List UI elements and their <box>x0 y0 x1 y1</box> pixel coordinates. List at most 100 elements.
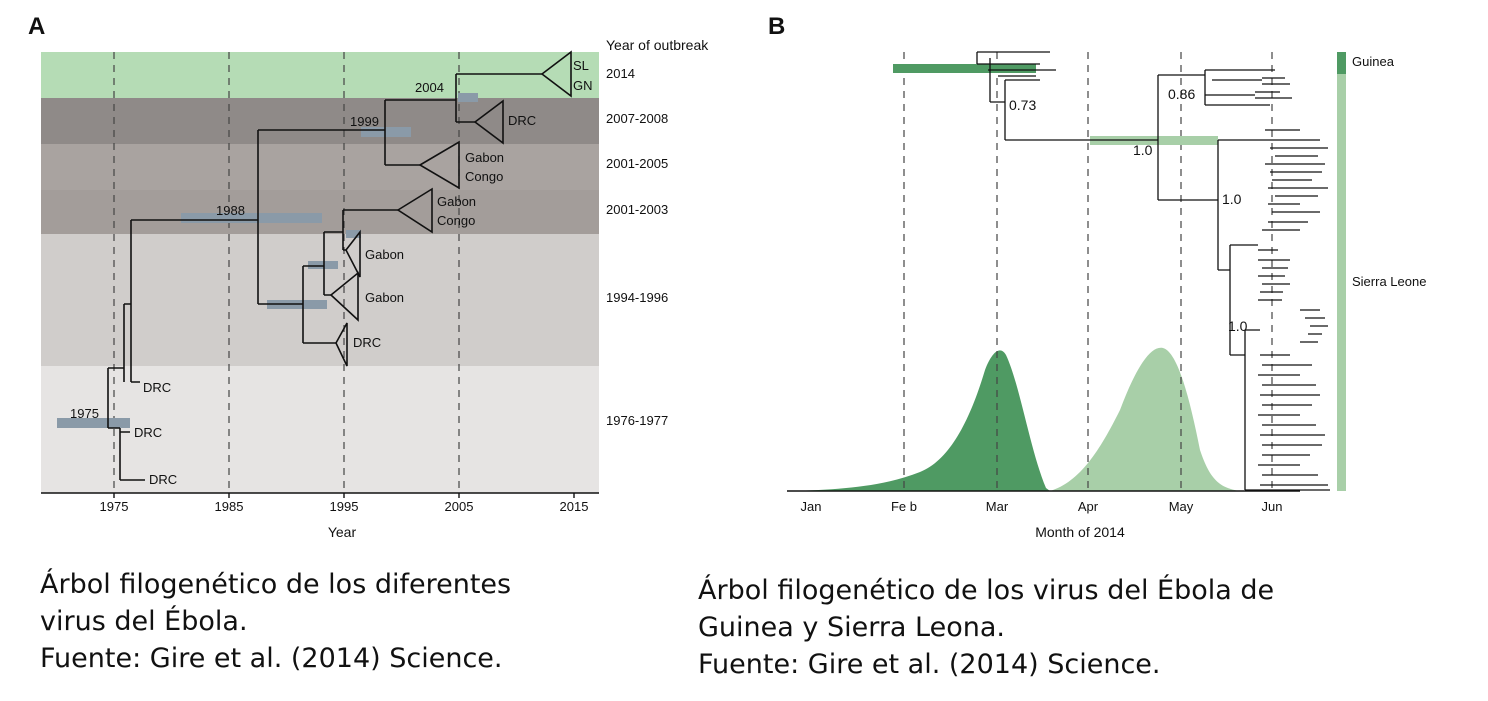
outbreak-year-5: 1994-1996 <box>606 290 668 305</box>
x-axis-label-b: Month of 2014 <box>1035 524 1125 540</box>
outbreak-year-6: 1976-1977 <box>606 413 668 428</box>
caption-a-line-2: virus del Ébola. <box>40 606 248 637</box>
clade-drc-2007 <box>473 99 504 145</box>
caption-a: Árbol filogenético de los diferentes vir… <box>40 566 511 677</box>
ci-bar-guinea <box>893 64 1036 73</box>
tree-gabon-1994-a <box>302 265 336 344</box>
ci-bar-1988 <box>181 213 322 223</box>
label-drc-1976b: DRC <box>134 425 162 440</box>
node-label-1988: 1988 <box>216 203 245 218</box>
outbreak-year-3: 2001-2005 <box>606 156 668 171</box>
guinea-epidemic-curve <box>787 350 1050 491</box>
label-sl: SL <box>573 58 589 73</box>
support-value-3: 1.0 <box>1133 142 1153 158</box>
caption-b-line-1: Árbol filogenético de los virus del Ébol… <box>698 575 1275 606</box>
tick-label-1985: 1985 <box>215 499 244 514</box>
node-label-2004: 2004 <box>415 80 444 95</box>
node-label-1999: 1999 <box>350 114 379 129</box>
ci-bar-1975 <box>57 418 130 428</box>
label-drc-1977: DRC <box>149 472 177 487</box>
tree-node-2004 <box>455 73 542 123</box>
label-gabon-2001a: Gabon <box>465 150 504 165</box>
support-value-4: 1.0 <box>1222 191 1242 207</box>
ci-bar-b <box>308 261 338 269</box>
tree-b-sl-bottom <box>1244 329 1275 491</box>
tick-label-mar: Mar <box>986 499 1009 514</box>
tree-b-tips <box>1245 69 1330 491</box>
tree-node-1999 <box>384 99 456 166</box>
band-2014 <box>41 52 599 98</box>
label-gn: GN <box>573 78 593 93</box>
label-drc-1976a: DRC <box>143 380 171 395</box>
clade-gabon-1994b <box>329 271 359 322</box>
outbreak-year-1: 2014 <box>606 66 635 81</box>
clade-2014 <box>540 50 572 98</box>
tree-b-guinea-clade <box>976 51 1056 103</box>
node-label-1975: 1975 <box>70 406 99 421</box>
ci-bar-1999 <box>361 127 411 137</box>
caption-a-line-1: Árbol filogenético de los diferentes <box>40 569 512 600</box>
support-value-1: 0.73 <box>1009 97 1036 113</box>
band-1976-1977 <box>41 366 599 493</box>
tree-drc-1976 <box>119 381 145 481</box>
tree-branches-1988 <box>257 129 385 305</box>
tick-label-jan: Jan <box>801 499 822 514</box>
x-axis-label-a: Year <box>328 524 357 540</box>
clade-gabon-congo-2001b <box>396 187 433 234</box>
sierra-leone-epidemic-curve <box>1050 347 1240 491</box>
label-gabon-1994b: Gabon <box>365 290 404 305</box>
caption-a-line-3: Fuente: Gire et al. (2014) Science. <box>40 643 503 674</box>
tree-root <box>107 367 124 429</box>
tick-label-feb: Fe b <box>891 499 917 514</box>
phylogenetic-tree-b <box>976 51 1330 491</box>
panel-b: B <box>768 13 1426 540</box>
tick-label-may: May <box>1169 499 1194 514</box>
figure: A <box>28 13 1426 540</box>
outbreak-year-4: 2001-2003 <box>606 202 668 217</box>
x-axis-a: 1975 1985 1995 2005 2015 Year <box>41 492 599 540</box>
legend-guinea: Guinea <box>1352 54 1395 69</box>
label-gabon-2001b: Gabon <box>437 194 476 209</box>
band-2001-2003 <box>41 190 599 234</box>
clade-gabon-1994a <box>345 229 361 278</box>
node-year-labels: 2004 1999 1988 1975 <box>70 80 444 421</box>
tick-label-2005: 2005 <box>445 499 474 514</box>
tree-drc-1976-stem <box>123 303 132 382</box>
band-2007-2008 <box>41 98 599 144</box>
label-gabon-1994a: Gabon <box>365 247 404 262</box>
support-values: 0.73 0.86 1.0 1.0 1.0 <box>1009 86 1248 334</box>
tick-label-1995: 1995 <box>330 499 359 514</box>
tree-b-sl-lower <box>1229 244 1258 356</box>
legend-sierra-leone: Sierra Leone <box>1352 274 1426 289</box>
tree-b-backbone <box>1004 80 1158 141</box>
panel-b-letter: B <box>768 13 785 40</box>
label-congo-2001a: Congo <box>465 169 503 184</box>
ci-bar-a <box>346 230 361 238</box>
label-drc-2007: DRC <box>508 113 536 128</box>
legend-bar-guinea <box>1337 52 1346 74</box>
outbreak-year-column: Year of outbreak 2014 2007-2008 2001-200… <box>606 37 709 428</box>
clade-gabon-congo-2001a <box>418 140 460 190</box>
phylogenetic-tree-a <box>107 50 572 481</box>
tree-node-1988 <box>130 219 258 304</box>
tree-b-sl-root <box>1157 74 1218 201</box>
legend-bar-sierra-leone <box>1337 74 1346 491</box>
band-2001-2005 <box>41 144 599 190</box>
outbreak-year-2: 2007-2008 <box>606 111 668 126</box>
caption-b-line-2: Guinea y Sierra Leona. <box>698 612 1005 643</box>
tree-b-sl-middle <box>1217 139 1265 271</box>
panel-a-letter: A <box>28 13 45 40</box>
clade-labels: SL GN DRC Gabon Congo Gabon Congo Gabon … <box>134 58 593 487</box>
caption-b: Árbol filogenético de los virus del Ébol… <box>698 572 1274 683</box>
tick-label-jun: Jun <box>1262 499 1283 514</box>
panel-a: A <box>28 13 709 540</box>
outbreak-header: Year of outbreak <box>606 37 709 53</box>
tick-label-1975: 1975 <box>100 499 129 514</box>
support-value-2: 0.86 <box>1168 86 1195 102</box>
x-axis-b: Jan Fe b Mar Apr May Jun Month of 2014 <box>787 490 1300 540</box>
tree-b-sl-upper <box>1204 69 1262 106</box>
support-value-5: 1.0 <box>1228 318 1248 334</box>
label-drc-1995: DRC <box>353 335 381 350</box>
month-gridlines <box>903 52 1273 491</box>
tick-label-apr: Apr <box>1078 499 1099 514</box>
